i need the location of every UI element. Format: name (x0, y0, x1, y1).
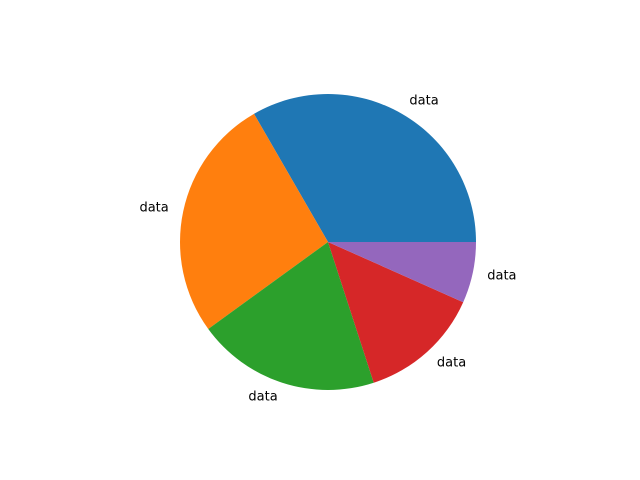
pie-slice-3 (208, 242, 374, 391)
pie-slice-label-1: data (409, 94, 438, 109)
pie-slice-2 (179, 113, 328, 329)
pie-slice-label-2: data (139, 201, 168, 216)
pie-slice-4 (328, 242, 464, 383)
pie-slices (179, 93, 476, 391)
pie-slice-5 (328, 242, 476, 303)
pie-slice-label-5: data (487, 268, 516, 283)
pie-labels: data data data data data (139, 94, 516, 405)
pie-slice-label-4: data (437, 355, 466, 370)
pie-slice-label-3: data (248, 389, 277, 404)
pie-slice-1 (254, 93, 476, 242)
